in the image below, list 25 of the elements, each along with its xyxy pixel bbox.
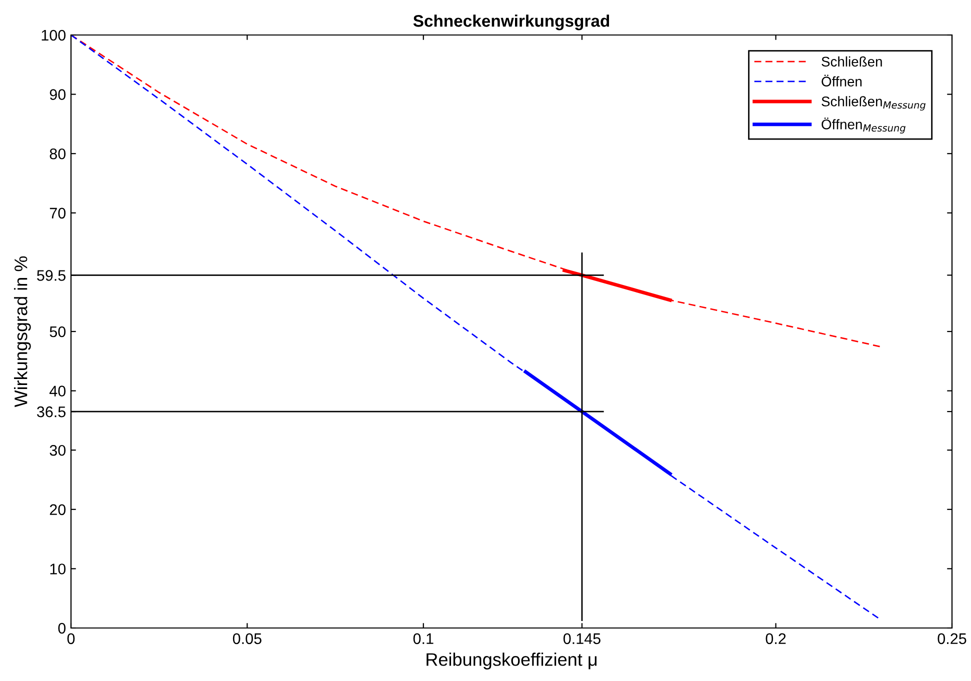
y-tick-label: 100 (42, 30, 66, 41)
x-tick-label: 0.25 (938, 633, 966, 644)
y-tick-label: 36.5 (36, 406, 66, 418)
x-tick-label: 0.145 (563, 633, 600, 644)
legend-label: Schließen (822, 56, 882, 67)
y-tick-label: 30 (50, 444, 66, 456)
x-tick-label: 0.1 (413, 633, 434, 644)
x-axis-title: Reibungskoeffizient μ (426, 652, 597, 670)
y-tick-label: 20 (50, 504, 66, 516)
x-tick-label: 0 (67, 633, 75, 644)
legend-label: Schließen$_{Messung}$ (822, 96, 926, 111)
y-tick-label: 80 (50, 148, 66, 160)
y-tick-label: 10 (50, 564, 66, 574)
legend-label: Öffnen$_{Messung}$ (822, 118, 906, 134)
y-tick-label: 40 (50, 386, 66, 396)
y-tick-label: 50 (50, 326, 66, 338)
y-tick-label: 59.5 (37, 270, 66, 281)
y-tick-label: 70 (50, 208, 66, 219)
x-tick-label: 0.05 (232, 633, 262, 644)
y-tick-label: 0 (58, 622, 66, 634)
y-tick-label: 90 (50, 89, 66, 100)
legend-label: Öffnen (822, 74, 862, 86)
y-axis-title: Wirkungsgrad in % (14, 256, 31, 408)
x-tick-label: 0.2 (766, 633, 786, 644)
chart-title: Schneckenwirkungsgrad (413, 14, 610, 30)
